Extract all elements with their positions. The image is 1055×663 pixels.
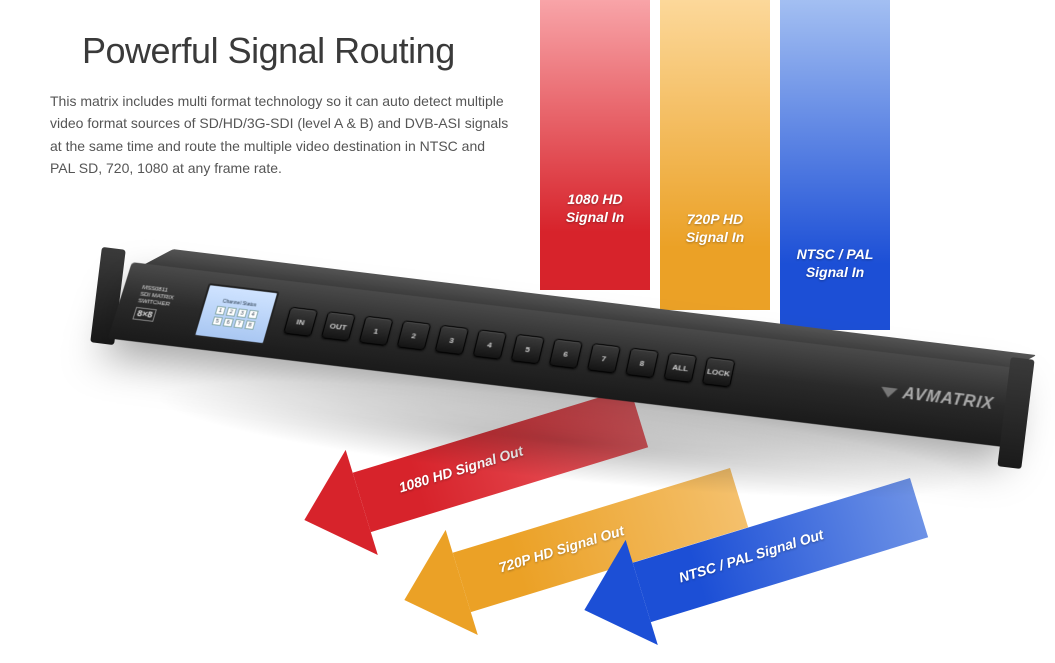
btn-1[interactable]: 1: [359, 316, 394, 346]
btn-3[interactable]: 3: [434, 325, 469, 355]
btn-4[interactable]: 4: [472, 329, 507, 359]
lcd-grid: 1234 5678: [212, 306, 259, 330]
label-line1: 1080 HD: [567, 191, 622, 207]
btn-in[interactable]: IN: [283, 307, 318, 337]
btn-2[interactable]: 2: [396, 320, 431, 350]
btn-lock[interactable]: LOCK: [702, 357, 736, 388]
btn-all[interactable]: ALL: [663, 352, 697, 383]
btn-6[interactable]: 6: [549, 338, 583, 369]
label-line1: 720P HD: [687, 211, 743, 227]
lcd-screen: Channel Status 1234 5678: [193, 283, 280, 345]
label-line2: Signal In: [566, 209, 624, 225]
model-label: MSS0811 SDI MATRIX SWITCHER 8×8: [132, 285, 198, 326]
btn-out[interactable]: OUT: [321, 311, 356, 341]
matrix-switcher-device: MSS0811 SDI MATRIX SWITCHER 8×8 Channel …: [100, 240, 1000, 430]
brand-logo: AVMATRIX: [879, 383, 995, 414]
btn-7[interactable]: 7: [587, 343, 621, 374]
page-description: This matrix includes multi format techno…: [50, 90, 510, 180]
device-front-panel: MSS0811 SDI MATRIX SWITCHER 8×8 Channel …: [108, 262, 1018, 447]
btn-5[interactable]: 5: [510, 334, 545, 365]
page-title: Powerful Signal Routing: [82, 30, 455, 72]
brand-chevron-icon: [880, 387, 898, 399]
brand-text: AVMATRIX: [901, 385, 995, 414]
btn-8[interactable]: 8: [625, 348, 659, 379]
arrow-label: 1080 HD Signal In: [535, 190, 655, 226]
model-size: 8×8: [132, 307, 157, 322]
